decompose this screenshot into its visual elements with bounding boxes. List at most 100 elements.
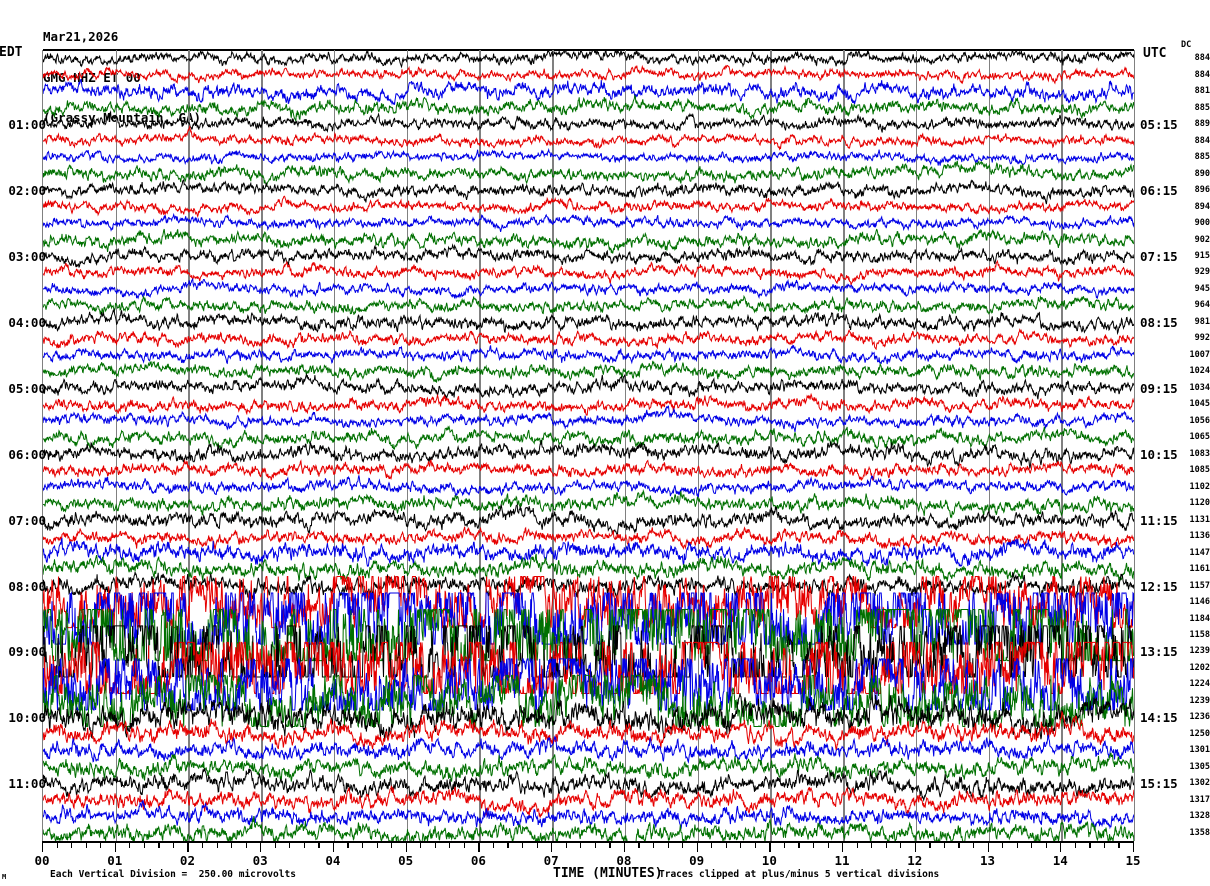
x-tick-minor xyxy=(391,841,393,848)
x-tick-minor xyxy=(522,841,524,848)
x-tick-minor xyxy=(362,841,364,848)
trace-row-17 xyxy=(43,330,1134,349)
x-tick-label-01: 01 xyxy=(107,853,123,868)
x-tick-major-10 xyxy=(769,841,771,852)
x-tick-minor xyxy=(1118,841,1120,848)
dc-value-row-46: 1328 xyxy=(1189,811,1210,822)
gridline-minute-12 xyxy=(915,50,918,841)
edt-tick-0300: 03:00 xyxy=(8,248,46,264)
trace-row-7 xyxy=(43,161,1134,186)
trace-row-15 xyxy=(43,296,1134,315)
dc-value-row-37: 1202 xyxy=(1189,662,1210,673)
trace-row-23 xyxy=(43,427,1134,450)
dc-value-row-15: 964 xyxy=(1194,300,1210,311)
x-tick-label-14: 14 xyxy=(1052,853,1068,868)
x-tick-major-03 xyxy=(260,841,262,852)
gridline-minute-14 xyxy=(1061,50,1063,841)
x-tick-minor xyxy=(1045,841,1047,848)
dc-value-row-34: 1184 xyxy=(1189,613,1210,624)
trace-row-29 xyxy=(43,527,1134,550)
plot-top-border xyxy=(43,49,1134,51)
x-tick-label-11: 11 xyxy=(834,853,850,868)
x-tick-label-09: 09 xyxy=(689,853,705,868)
trace-row-31 xyxy=(43,554,1134,582)
x-tick-minor xyxy=(492,841,495,848)
x-tick-minor xyxy=(376,841,378,848)
dc-value-row-38: 1224 xyxy=(1189,679,1210,690)
trace-row-46 xyxy=(43,800,1134,830)
x-tick-minor xyxy=(245,841,247,848)
trace-row-21 xyxy=(43,394,1134,415)
edt-tick-0200: 02:00 xyxy=(8,183,46,199)
trace-row-43 xyxy=(43,753,1134,781)
x-tick-major-01 xyxy=(114,841,116,852)
x-tick-label-05: 05 xyxy=(398,853,414,868)
x-tick-minor xyxy=(1002,841,1004,848)
edt-tick-0700: 07:00 xyxy=(8,512,46,528)
x-tick-minor xyxy=(594,841,596,848)
x-tick-major-12 xyxy=(914,841,916,852)
dc-value-row-17: 992 xyxy=(1194,333,1210,344)
x-tick-major-05 xyxy=(405,841,407,852)
x-tick-minor xyxy=(1089,841,1091,848)
x-tick-minor xyxy=(463,841,466,848)
x-tick-minor xyxy=(638,841,640,848)
dc-column-header: DC xyxy=(1181,40,1192,50)
dc-value-row-20: 1034 xyxy=(1189,382,1210,393)
x-tick-label-15: 15 xyxy=(1125,853,1141,868)
x-tick-minor xyxy=(900,841,902,848)
trace-row-14 xyxy=(43,279,1134,299)
gridline-minute-08 xyxy=(624,50,627,841)
dc-value-row-11: 902 xyxy=(1194,234,1210,245)
dc-value-row-2: 881 xyxy=(1194,86,1210,97)
x-tick-label-04: 04 xyxy=(325,853,341,868)
dc-value-row-29: 1136 xyxy=(1189,531,1210,542)
trace-row-42 xyxy=(43,736,1134,763)
x-tick-minor xyxy=(740,841,742,848)
dc-value-row-19: 1024 xyxy=(1189,366,1210,377)
x-tick-minor xyxy=(1031,841,1033,848)
x-tick-minor xyxy=(56,841,58,848)
x-tick-minor xyxy=(754,841,756,848)
x-tick-major-02 xyxy=(187,841,189,852)
x-tick-minor xyxy=(827,841,829,848)
utc-tick-1415: 14:15 xyxy=(1140,710,1178,726)
x-tick-major-07 xyxy=(551,841,553,852)
x-tick-minor xyxy=(667,841,669,848)
x-tick-minor xyxy=(100,841,102,848)
trace-row-40 xyxy=(43,692,1134,740)
x-tick-major-00 xyxy=(42,841,44,852)
scale-note: Each Vertical Division = 250.00 microvol… xyxy=(50,869,296,880)
edt-tick-0500: 05:00 xyxy=(8,380,46,396)
trace-row-26 xyxy=(43,475,1134,497)
edt-tick-1100: 11:00 xyxy=(8,776,46,792)
trace-row-39 xyxy=(43,675,1134,726)
dc-value-row-39: 1239 xyxy=(1189,695,1210,706)
seismogram-plot[interactable] xyxy=(42,49,1135,843)
trace-row-18 xyxy=(43,345,1134,364)
edt-tick-1000: 10:00 xyxy=(8,710,46,726)
trace-row-9 xyxy=(43,196,1134,216)
trace-row-20 xyxy=(43,375,1134,400)
header-location: (Grassy Mountain, GA) xyxy=(43,110,202,125)
dc-value-row-7: 890 xyxy=(1194,168,1210,179)
dc-value-row-18: 1007 xyxy=(1189,349,1210,360)
gridline-minute-07 xyxy=(552,50,554,841)
utc-tick-0615: 06:15 xyxy=(1140,183,1178,199)
dc-value-row-44: 1302 xyxy=(1189,778,1210,789)
trace-row-10 xyxy=(43,215,1134,232)
x-tick-minor xyxy=(929,841,931,848)
trace-row-44 xyxy=(43,768,1134,800)
edt-tick-0600: 06:00 xyxy=(8,446,46,462)
x-tick-minor xyxy=(958,841,960,848)
x-tick-minor xyxy=(318,841,320,848)
dc-value-row-28: 1131 xyxy=(1189,514,1210,525)
utc-tick-0915: 09:15 xyxy=(1140,380,1178,396)
x-tick-major-09 xyxy=(696,841,698,852)
dc-value-row-6: 885 xyxy=(1194,152,1210,163)
gridline-minute-13 xyxy=(988,50,991,841)
trace-row-5 xyxy=(43,127,1134,149)
right-axis-label: UTC xyxy=(1143,46,1167,61)
x-tick-minor xyxy=(812,841,815,848)
dc-value-row-5: 884 xyxy=(1194,135,1210,146)
